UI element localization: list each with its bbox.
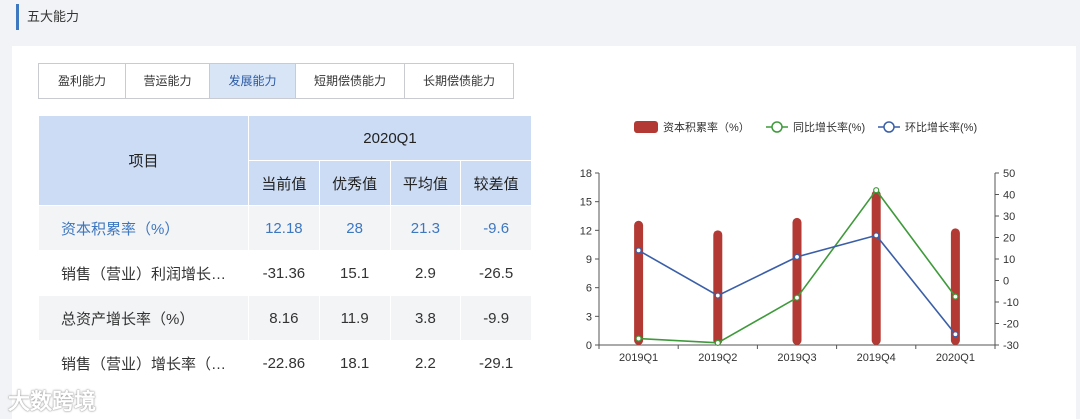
right-tick-label: 30	[1003, 211, 1015, 223]
cell-current: 12.18	[248, 205, 320, 251]
cell-average: 3.8	[389, 295, 462, 341]
excellent-header: 优秀值	[318, 160, 391, 206]
series-point	[714, 339, 721, 346]
cell-current: -31.36	[248, 250, 320, 296]
series-point	[793, 294, 801, 301]
tab-operation[interactable]: 营运能力	[126, 64, 210, 98]
right-tick-label: -10	[1003, 297, 1019, 309]
legend-label: 资本积累率（%）	[663, 120, 750, 134]
table-row[interactable]: 销售（营业）增长率（… -22.86 18.1 2.2 -29.1	[38, 340, 532, 386]
cell-average: 2.9	[389, 250, 462, 296]
row-name: 销售（营业）利润增长…	[38, 250, 249, 296]
row-name: 销售（营业）增长率（…	[38, 340, 249, 386]
legend-point-swatch	[771, 121, 783, 133]
bar	[713, 230, 723, 345]
legend-point-swatch	[883, 121, 895, 133]
section-title: 五大能力	[16, 4, 79, 30]
current-header: 当前值	[248, 160, 320, 206]
left-tick-label: 0	[586, 340, 592, 352]
legend-label: 环比增长率(%)	[905, 120, 977, 134]
bar	[634, 220, 644, 345]
left-tick-label: 9	[586, 254, 592, 266]
left-tick-label: 12	[580, 225, 592, 237]
bar	[871, 190, 881, 345]
right-tick-label: 20	[1003, 233, 1015, 245]
x-tick-label: 2019Q3	[777, 352, 816, 364]
average-header: 平均值	[389, 160, 462, 206]
series-point	[793, 253, 801, 260]
table-row[interactable]: 资本积累率（%） 12.18 28 21.3 -9.6	[38, 205, 532, 251]
cell-poor: -26.5	[460, 250, 532, 296]
item-header: 项目	[38, 115, 249, 206]
cell-excellent: 15.1	[318, 250, 391, 296]
left-tick-label: 18	[580, 168, 592, 180]
series-point	[952, 331, 959, 338]
left-tick-label: 3	[586, 311, 592, 323]
tab-long-term-solvency[interactable]: 长期偿债能力	[405, 64, 513, 98]
cell-excellent: 18.1	[318, 340, 391, 386]
series-point	[952, 293, 959, 300]
growth-chart: 0 3 6 9 12 15 18 -30 -20 -10 0 10 20 30 40 50 2019Q1 2019…	[580, 120, 1019, 364]
tab-profitability[interactable]: 盈利能力	[39, 64, 126, 98]
right-tick-label: 50	[1003, 168, 1015, 180]
right-tick-label: 40	[1003, 190, 1015, 202]
abilities-panel: 盈利能力 营运能力 发展能力 短期偿债能力 长期偿债能力 项目 2020Q1 当…	[12, 46, 1076, 419]
cell-excellent: 28	[318, 205, 391, 251]
row-name: 总资产增长率（%）	[38, 295, 249, 341]
poor-header: 较差值	[460, 160, 532, 206]
cell-average: 21.3	[389, 205, 462, 251]
development-table: 项目 2020Q1 当前值 优秀值 平均值 较差值 资本积累率（%） 12.18…	[38, 115, 532, 386]
ability-tabs: 盈利能力 营运能力 发展能力 短期偿债能力 长期偿债能力	[38, 63, 514, 99]
series-point	[635, 247, 642, 254]
left-tick-label: 6	[586, 283, 592, 295]
cell-poor: -9.6	[460, 205, 532, 251]
left-tick-label: 15	[580, 197, 592, 209]
series-point	[714, 292, 721, 299]
bar	[950, 228, 960, 345]
cell-current: -22.86	[248, 340, 320, 386]
cell-poor: -9.9	[460, 295, 532, 341]
right-tick-label: -30	[1003, 340, 1019, 352]
right-tick-label: 10	[1003, 254, 1015, 266]
watermark: 大数跨境	[8, 389, 97, 414]
x-tick-label: 2019Q2	[698, 352, 737, 364]
right-tick-label: -20	[1003, 319, 1019, 331]
cell-average: 2.2	[389, 340, 462, 386]
legend-bar-swatch	[634, 121, 658, 133]
row-name: 资本积累率（%）	[38, 205, 249, 251]
x-tick-label: 2019Q4	[857, 352, 896, 364]
tab-short-term-solvency[interactable]: 短期偿债能力	[296, 64, 405, 98]
x-tick-label: 2020Q1	[936, 352, 975, 364]
legend-label: 同比增长率(%)	[793, 120, 865, 134]
right-tick-label: 0	[1003, 276, 1009, 288]
series-point	[873, 232, 880, 239]
table-row[interactable]: 销售（营业）利润增长… -31.36 15.1 2.9 -26.5	[38, 250, 532, 296]
table-row[interactable]: 总资产增长率（%） 8.16 11.9 3.8 -9.9	[38, 295, 532, 341]
x-tick-label: 2019Q1	[619, 352, 658, 364]
series-point	[635, 335, 642, 342]
tab-development[interactable]: 发展能力	[210, 64, 296, 98]
cell-current: 8.16	[248, 295, 320, 341]
bar	[792, 217, 802, 345]
series-point	[873, 187, 880, 194]
cell-excellent: 11.9	[318, 295, 391, 341]
cell-poor: -29.1	[460, 340, 532, 386]
period-header: 2020Q1	[248, 115, 532, 161]
